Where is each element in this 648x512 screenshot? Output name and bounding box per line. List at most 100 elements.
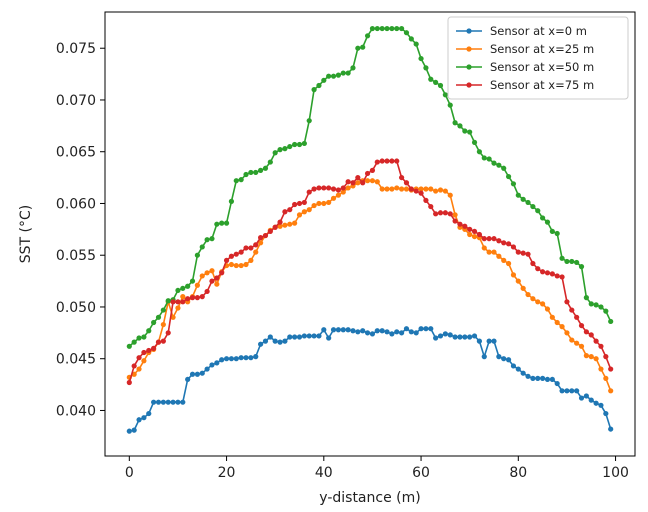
data-point <box>486 156 492 162</box>
legend-label: Sensor at x=0 m <box>490 24 587 38</box>
data-point <box>389 158 395 164</box>
data-point <box>262 232 269 239</box>
data-point <box>569 307 575 313</box>
y-tick-label: 0.070 <box>56 93 96 109</box>
data-point <box>471 139 478 146</box>
data-point <box>189 371 196 377</box>
data-point <box>311 202 317 209</box>
x-tick-label: 20 <box>218 465 236 481</box>
data-point <box>574 314 580 320</box>
data-point <box>272 338 278 344</box>
data-point <box>486 236 492 242</box>
data-point <box>306 207 312 213</box>
data-point <box>301 333 307 339</box>
data-point <box>578 322 585 329</box>
data-point <box>583 295 589 301</box>
data-point <box>180 399 186 405</box>
x-tick-label: 80 <box>509 465 527 481</box>
data-point <box>175 287 181 294</box>
data-point <box>287 221 293 227</box>
data-point <box>155 314 162 320</box>
data-point <box>452 334 458 340</box>
data-point <box>399 174 405 181</box>
data-point <box>428 186 434 192</box>
data-point <box>238 262 244 269</box>
data-point <box>554 319 560 326</box>
data-point <box>515 366 521 372</box>
data-point <box>549 314 555 320</box>
data-point <box>583 393 589 399</box>
data-point <box>350 328 356 334</box>
data-point <box>296 200 303 207</box>
data-point <box>345 185 351 191</box>
series-sensor-at-x-75-m <box>126 158 614 386</box>
data-point <box>301 140 307 147</box>
data-point <box>437 187 444 193</box>
data-point <box>423 65 429 71</box>
data-point <box>447 211 453 217</box>
data-point <box>467 334 473 340</box>
data-point <box>253 354 259 360</box>
data-point <box>578 264 585 270</box>
data-point <box>146 410 152 417</box>
data-point <box>525 251 531 257</box>
data-point <box>258 240 264 246</box>
data-point <box>437 82 444 89</box>
data-point <box>282 146 288 152</box>
data-point <box>574 340 580 346</box>
data-point <box>481 354 487 360</box>
data-point <box>233 178 239 184</box>
data-point <box>238 177 244 183</box>
data-point <box>292 220 298 226</box>
data-point <box>399 186 405 192</box>
data-point <box>223 257 230 263</box>
data-point <box>136 366 142 372</box>
data-point <box>476 149 482 155</box>
data-point <box>243 171 249 178</box>
data-point <box>214 275 220 281</box>
data-point <box>199 244 205 250</box>
data-point <box>559 255 565 261</box>
x-tick-label: 60 <box>412 465 430 481</box>
data-point <box>540 269 546 275</box>
data-point <box>282 338 288 344</box>
data-point <box>165 330 171 336</box>
data-point <box>423 326 429 332</box>
data-point <box>467 226 473 232</box>
data-point <box>379 328 385 334</box>
data-point <box>155 399 162 405</box>
legend-swatch-marker <box>466 64 472 70</box>
data-point <box>583 329 589 335</box>
data-point <box>321 77 327 83</box>
data-point <box>491 338 497 344</box>
data-point <box>292 334 298 340</box>
data-point <box>248 245 254 251</box>
legend-box <box>447 16 629 100</box>
data-point <box>136 355 142 361</box>
data-point <box>501 240 507 246</box>
data-point <box>608 318 614 325</box>
data-point <box>374 159 380 165</box>
data-point <box>335 187 341 193</box>
data-point <box>403 326 410 332</box>
x-tick-label: 100 <box>602 465 629 481</box>
data-point <box>510 244 517 250</box>
data-point <box>394 158 400 164</box>
data-point <box>146 347 152 354</box>
data-point <box>530 203 536 210</box>
data-point <box>267 334 273 340</box>
data-point <box>355 329 361 335</box>
data-point <box>462 128 468 134</box>
data-point <box>462 223 468 229</box>
data-point <box>423 186 429 192</box>
x-tick-label: 0 <box>125 465 134 481</box>
data-point <box>141 358 147 364</box>
data-point <box>515 278 521 284</box>
data-point <box>603 354 609 360</box>
data-point <box>544 270 551 276</box>
data-point <box>272 224 278 230</box>
data-point <box>326 185 332 191</box>
data-point <box>544 376 551 383</box>
data-point <box>170 399 176 405</box>
